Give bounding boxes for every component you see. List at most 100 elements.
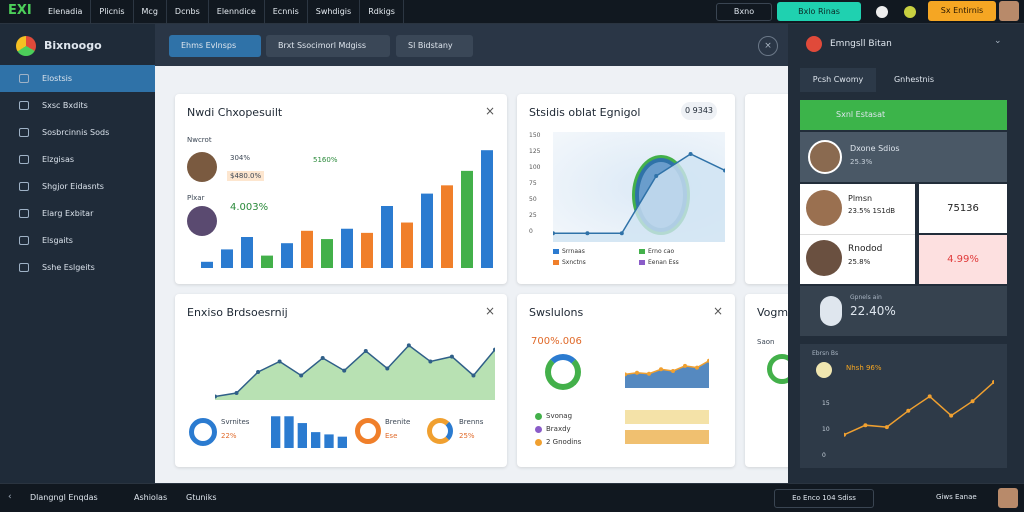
tab[interactable]: Brxt Ssocimorl Mdgiss	[266, 35, 390, 57]
nav-icon	[19, 74, 29, 83]
close[interactable]: ×	[484, 104, 495, 118]
point	[585, 231, 590, 236]
point	[659, 367, 663, 372]
tab[interactable]: Ehms Evlnsps	[169, 35, 261, 57]
item[interactable]: Gtuniks	[186, 493, 217, 502]
nav-item[interactable]: Sosbrcinnis Sods	[0, 119, 155, 146]
label: Plxar	[187, 194, 205, 202]
bar	[381, 206, 393, 268]
y-tick-label: 0	[822, 452, 826, 459]
label: Ebrsn Bs	[812, 350, 839, 357]
nav-item[interactable]: Elzgisas	[0, 146, 155, 173]
menu-item[interactable]: Mcg	[134, 0, 167, 24]
nav-item[interactable]: Elarg Exbitar	[0, 200, 155, 227]
sidebar: Bixnoogo Elostsis Sxsc Bxdits Sosbrcinnis …	[0, 24, 155, 483]
icon[interactable]	[876, 6, 888, 18]
sub: 23.5% 1S1dB	[848, 207, 896, 215]
nav-item[interactable]: Elsgaits	[0, 227, 155, 254]
menu: Elenadia Plicnis Mcg Dcnbs Elenndice Ecnnis Sw…	[40, 0, 404, 24]
tab[interactable]: Gnhestnis	[893, 75, 935, 84]
donut	[189, 418, 217, 446]
legend-item: Erno cao	[639, 248, 674, 255]
nav-item[interactable]: Sshe Eslgeits	[0, 254, 155, 281]
y-tick-label: 10	[822, 426, 830, 433]
card: Stsidis oblat Egnigol 0 9343 150 125 100 75…	[517, 94, 735, 284]
menu-item[interactable]: Plicnis	[91, 0, 134, 24]
stat: 5160%	[313, 156, 338, 164]
right-panel: Emngsll Bitan ⌄ Pcsh Cwomy Gnhestnis Sxn…	[788, 24, 1024, 483]
bar	[301, 230, 313, 268]
bar	[324, 434, 334, 448]
button[interactable]: Sx Entirnis	[928, 1, 996, 21]
donut	[427, 418, 453, 444]
value: 22%	[221, 432, 237, 440]
close[interactable]: ×	[712, 304, 723, 318]
point	[363, 349, 368, 353]
item[interactable]: Ashiolas	[134, 493, 168, 502]
area	[625, 360, 709, 388]
line-chart	[553, 152, 725, 242]
sub: 25.8%	[848, 258, 871, 266]
card-title: Enxiso Brdsoesrnij	[187, 306, 288, 319]
point	[299, 373, 304, 378]
point	[342, 368, 347, 373]
tile: 4.99%	[919, 235, 1007, 284]
list-label: 2 Gnodins	[546, 438, 582, 446]
banner[interactable]: Sxnl Estasat	[800, 100, 1007, 130]
point	[647, 371, 651, 376]
label: Svrnites	[221, 418, 250, 426]
menu-item[interactable]: Swhdigis	[308, 0, 361, 24]
nav: Elostsis Sxsc Bxdits Sosbrcinnis Sods Elzgi…	[0, 65, 155, 281]
card: Vogm Saon	[745, 294, 795, 467]
card: Nwdi Chxopesuilt × Nwcrot 304% $480.0% 5…	[175, 94, 507, 284]
tab[interactable]: Pcsh Cwomy	[800, 68, 876, 92]
back[interactable]: ‹	[8, 492, 12, 502]
chevron[interactable]: ⌄	[994, 36, 1002, 46]
bar	[401, 222, 413, 268]
menu-item[interactable]: Elenadia	[40, 0, 92, 24]
label: Gpnels ain	[850, 294, 882, 301]
donut	[545, 354, 581, 390]
avatar[interactable]	[999, 1, 1019, 21]
label: Brenite	[385, 418, 411, 426]
item[interactable]: Dlangngl Enqdas	[30, 493, 98, 502]
point	[493, 347, 495, 352]
label: Brenns	[459, 418, 484, 426]
stat: $480.0%	[227, 171, 265, 181]
search[interactable]: 0 9343	[681, 102, 717, 120]
tab[interactable]: Sl Bidstany	[396, 35, 473, 57]
bar	[625, 430, 709, 444]
button[interactable]: Bxno	[716, 3, 772, 21]
value: Ese	[385, 432, 398, 440]
dot	[535, 439, 542, 446]
list-item: Braxdy	[535, 425, 615, 433]
nav-item[interactable]: Elostsis	[0, 65, 155, 92]
menu-item[interactable]: Ecnnis	[265, 0, 308, 24]
legend-label: Erno cao	[648, 248, 675, 255]
list-label: Svonag	[546, 412, 573, 420]
button[interactable]: Bxlo Rinas	[777, 2, 861, 21]
avatar[interactable]	[998, 488, 1018, 508]
close[interactable]: ×	[484, 304, 495, 318]
bar	[241, 237, 253, 268]
point	[695, 365, 699, 370]
status[interactable]: Eo Enco 104 Sdiss	[774, 489, 874, 508]
contact[interactable]: Dxone Sdios 25.3%	[800, 132, 1007, 182]
nav-item[interactable]: Sxsc Bxdits	[0, 92, 155, 119]
avatar	[187, 152, 217, 182]
stat: Nhsh 96%	[846, 364, 882, 372]
menu-item[interactable]: Rdkigs	[360, 0, 404, 24]
point	[553, 231, 555, 236]
user: Giws Eanae	[936, 493, 977, 501]
list-label: Braxdy	[546, 425, 571, 433]
nav-item[interactable]: Shgjor Eidasnts	[0, 173, 155, 200]
area	[215, 345, 495, 400]
menu-item[interactable]: Elenndice	[209, 0, 265, 24]
stat: 4.003%	[230, 202, 269, 213]
bar	[221, 249, 233, 268]
bar	[337, 436, 347, 448]
close-button[interactable]: ×	[758, 36, 778, 56]
icon[interactable]	[904, 6, 916, 18]
menu-item[interactable]: Dcnbs	[167, 0, 209, 24]
list-item: 2 Gnodins	[535, 438, 615, 446]
